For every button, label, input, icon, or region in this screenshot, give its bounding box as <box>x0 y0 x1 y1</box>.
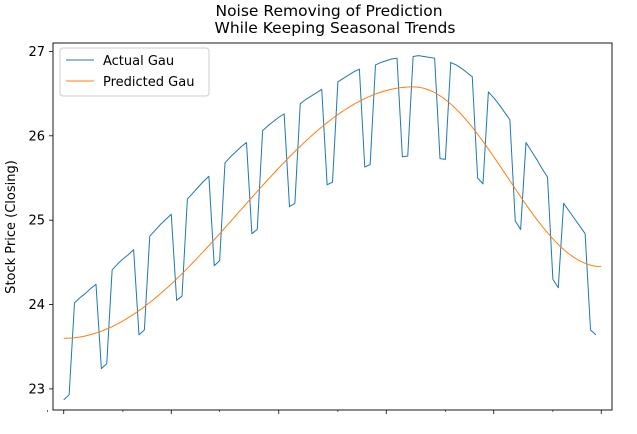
y-tick-label: 26 <box>28 129 45 144</box>
y-tick-label: 27 <box>28 45 45 60</box>
y-axis-label: Stock Price (Closing) <box>4 160 19 294</box>
y-tick-label: 23 <box>28 382 45 397</box>
legend-label-predicted: Predicted Gau <box>103 75 194 90</box>
series-actual-line <box>63 55 597 401</box>
legend-box <box>59 47 210 97</box>
series-predicted-line <box>63 86 602 339</box>
legend-label-actual: Actual Gau <box>103 54 174 69</box>
legend: Actual Gau Predicted Gau <box>59 47 210 97</box>
series-layer <box>63 55 602 401</box>
y-axis: 23 24 25 26 27 <box>28 45 53 397</box>
y-tick-label: 25 <box>28 214 45 229</box>
chart-title-line-2: While Keeping Seasonal Trends <box>215 19 456 37</box>
y-tick-label: 24 <box>28 298 45 313</box>
chart-title-line-1: Noise Removing of Prediction <box>215 2 442 20</box>
x-axis <box>47 410 602 414</box>
plot-frame <box>52 42 613 411</box>
